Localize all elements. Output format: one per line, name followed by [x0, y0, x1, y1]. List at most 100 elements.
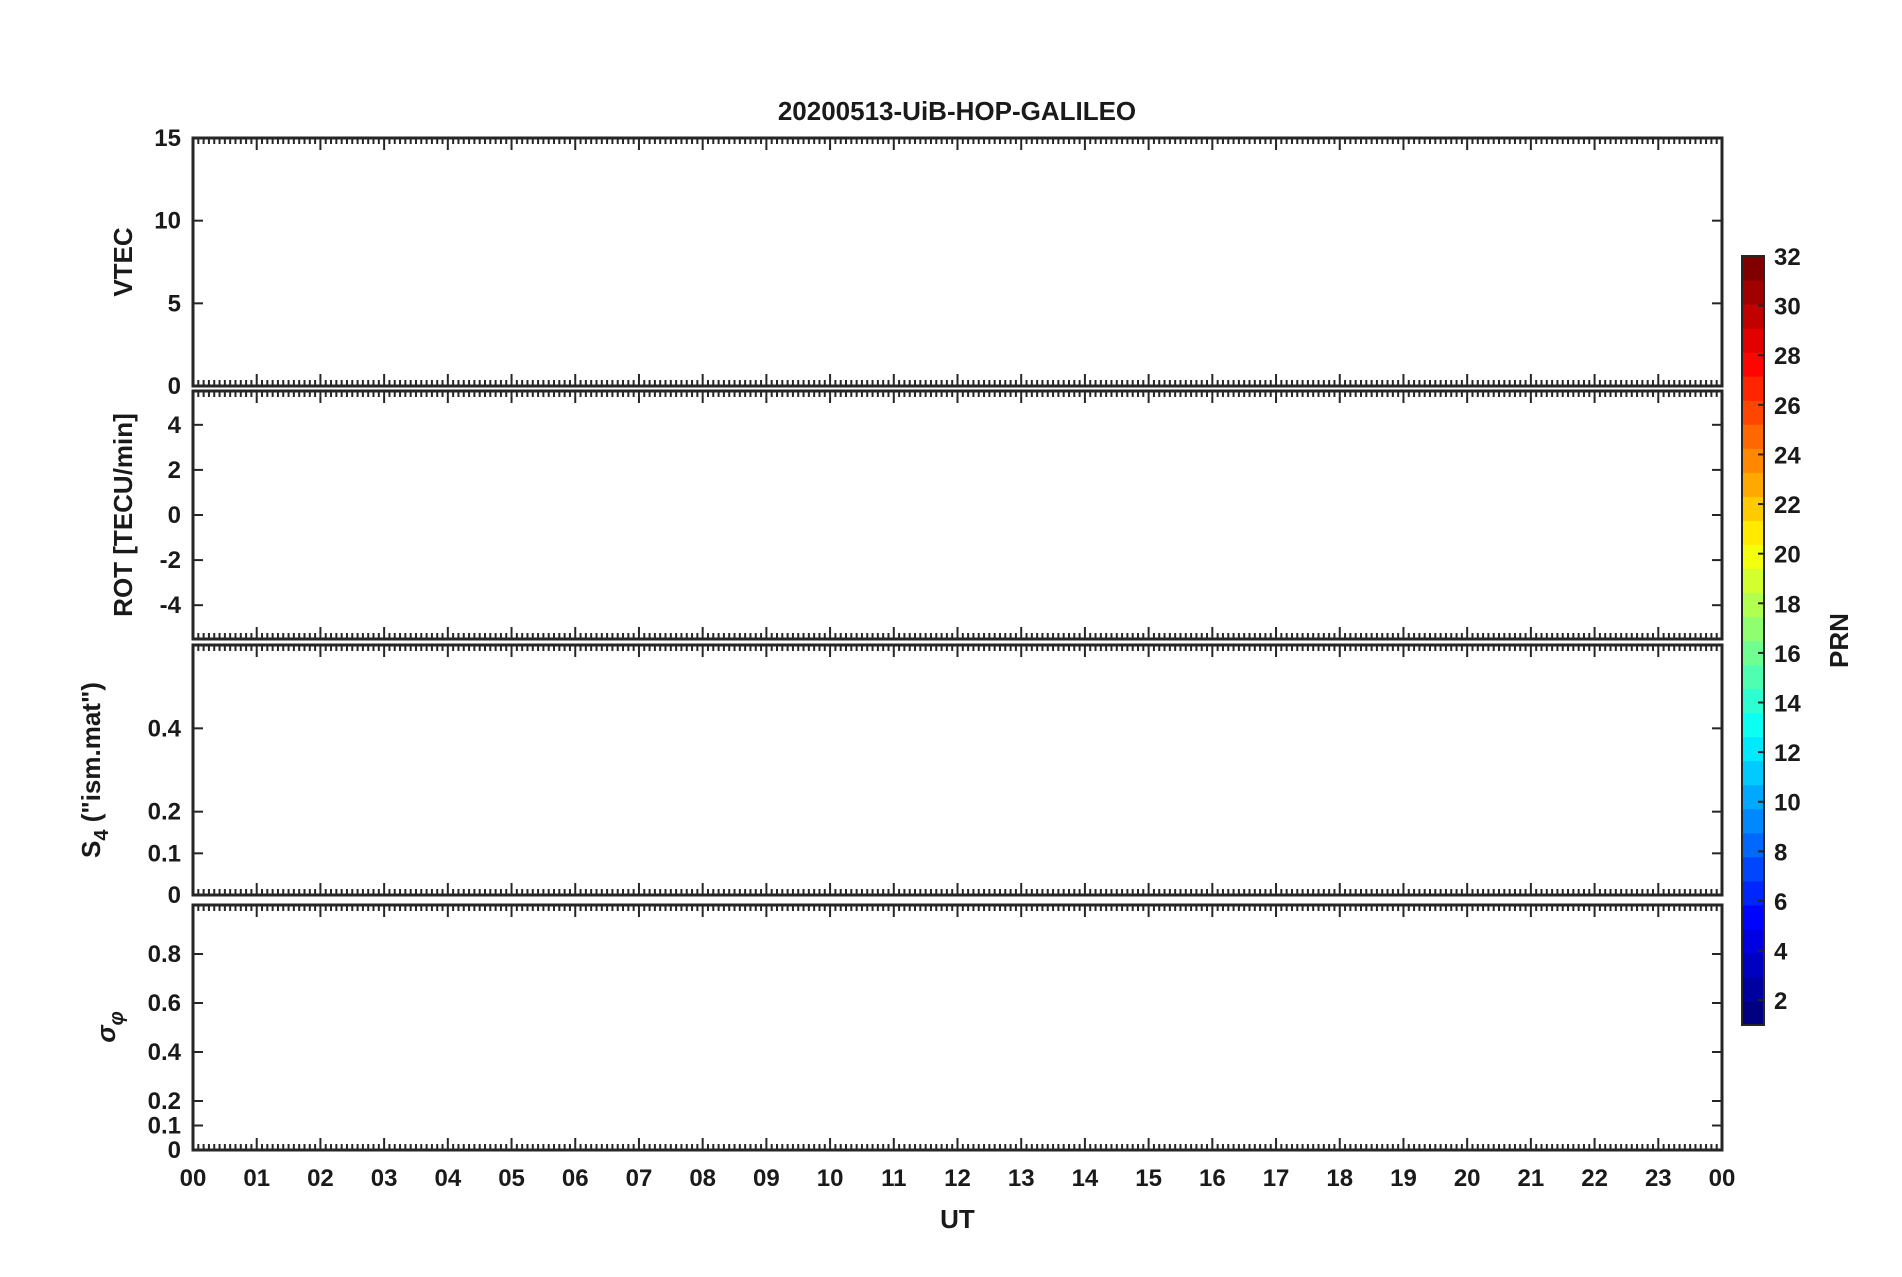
colorbar-tick-label: 22	[1774, 492, 1801, 519]
y-tick-label: -4	[160, 592, 182, 619]
y-tick-label: 0	[168, 1137, 181, 1164]
x-tick-label: 08	[689, 1165, 716, 1192]
colorbar-segment	[1742, 664, 1764, 690]
y-tick-label: 0	[168, 373, 181, 400]
colorbar-tick-label: 2	[1774, 988, 1787, 1015]
axes-frame	[191, 389, 1724, 641]
colorbar-tick-label: 26	[1774, 393, 1801, 420]
colorbar-tick-label: 10	[1774, 790, 1801, 817]
y-tick-label: 0.4	[148, 1039, 182, 1066]
colorbar-segment	[1742, 592, 1764, 618]
colorbar-segment	[1742, 640, 1764, 666]
colorbar-tick-label: 6	[1774, 889, 1787, 916]
x-tick-label: 00	[1709, 1165, 1736, 1192]
colorbar-segment	[1742, 928, 1764, 954]
colorbar-tick-label: 8	[1774, 839, 1787, 866]
colorbar-frame	[1741, 255, 1765, 1026]
y-tick-label: 0	[168, 882, 181, 909]
colorbar-segment	[1742, 448, 1764, 473]
y-axis-title: ROT [TECU/min]	[108, 413, 138, 617]
figure-title: 20200513-UiB-HOP-GALILEO	[778, 96, 1136, 126]
x-tick-label: 15	[1135, 1165, 1162, 1192]
colorbar-segment	[1742, 256, 1764, 281]
colorbar-segment	[1742, 760, 1764, 786]
colorbar-segment	[1742, 904, 1764, 930]
colorbar-segment	[1742, 712, 1764, 738]
colorbar-segment	[1742, 496, 1764, 521]
x-tick-label: 03	[371, 1165, 398, 1192]
colorbar-tick-label: 24	[1774, 442, 1801, 469]
x-tick-label: 18	[1326, 1165, 1353, 1192]
x-tick-label: 11	[881, 1165, 906, 1192]
colorbar-segment	[1742, 880, 1764, 906]
colorbar-tick-label: 28	[1774, 343, 1801, 370]
y-tick-label: 0.2	[148, 1088, 181, 1115]
y-tick-label: 0.1	[148, 840, 181, 867]
x-tick-label: 19	[1390, 1165, 1417, 1192]
x-tick-label: 22	[1581, 1165, 1608, 1192]
x-tick-label: 12	[944, 1165, 971, 1192]
y-tick-label: -2	[160, 547, 181, 574]
y-tick-label: 0.6	[148, 990, 181, 1017]
x-tick-label: 20	[1454, 1165, 1481, 1192]
x-tick-label: 04	[434, 1165, 461, 1192]
colorbar-tick-label: 32	[1774, 244, 1801, 271]
x-tick-label: 13	[1008, 1165, 1035, 1192]
y-tick-label: 0	[168, 502, 181, 529]
ylabel-part: S	[76, 841, 106, 858]
x-tick-label: 17	[1263, 1165, 1290, 1192]
y-tick-label: 4	[168, 412, 182, 439]
x-tick-label: 00	[180, 1165, 207, 1192]
x-tick-label: 21	[1518, 1165, 1545, 1192]
colorbar-segment	[1742, 304, 1764, 329]
y-tick-label: 15	[154, 125, 181, 152]
tick-marks	[192, 645, 1723, 896]
tick-marks	[192, 905, 1723, 1151]
y-axis-title: σφ	[91, 1011, 128, 1042]
colorbar-tick-label: 16	[1774, 641, 1801, 668]
colorbar-tick-label: 30	[1774, 294, 1801, 321]
colorbar-segment	[1742, 328, 1764, 353]
x-tick-label: 07	[626, 1165, 653, 1192]
colorbar-segment	[1742, 736, 1764, 762]
axes-frame	[191, 136, 1724, 388]
panel-s4: 0 0.1 0.2 0.4 S4 ("ism.mat")	[76, 643, 1724, 909]
ylabel-subscript: 4	[91, 829, 113, 841]
colorbar-segment	[1742, 832, 1764, 858]
x-tick-label: 01	[243, 1165, 270, 1192]
colorbar-segment	[1742, 688, 1764, 714]
y-axis-title: VTEC	[108, 227, 138, 297]
colorbar-tick-label: 4	[1774, 939, 1788, 966]
axes-frame	[191, 903, 1724, 1152]
colorbar-segment	[1742, 520, 1764, 545]
y-tick-label: 5	[168, 290, 181, 317]
y-tick-label: 0.1	[148, 1113, 181, 1140]
y-axis-title: S4 ("ism.mat")	[76, 682, 113, 858]
colorbar-segment	[1742, 616, 1764, 642]
panel-sigma_phi: 00.10.2 0.4 0.6 0.8 σφ 00 01 02 03 04 05 06 07 08 09 10…	[91, 903, 1736, 1234]
colorbar-segment	[1742, 352, 1764, 377]
x-tick-label: 23	[1645, 1165, 1672, 1192]
ylabel-subscript: φ	[106, 1011, 128, 1025]
colorbar-segment	[1742, 808, 1764, 834]
panel-vtec: 0 5 10 15 VTEC	[108, 125, 1724, 400]
x-tick-label: 05	[498, 1165, 525, 1192]
y-tick-label: 0.4	[148, 715, 182, 742]
colorbar-segment	[1742, 544, 1764, 570]
colorbar-segment	[1742, 280, 1764, 305]
x-tick-label: 14	[1072, 1165, 1099, 1192]
panel-rot: -4 -2 0 2 4 ROT [TECU/min]	[108, 389, 1724, 641]
colorbar-tick-label: 12	[1774, 740, 1801, 767]
colorbar-segment	[1742, 952, 1764, 978]
colorbar-segment	[1742, 376, 1764, 401]
y-tick-label: 10	[154, 208, 181, 235]
x-tick-label: 10	[817, 1165, 844, 1192]
y-tick-label: 0.2	[148, 799, 181, 826]
x-tick-label: 02	[307, 1165, 334, 1192]
tick-marks	[192, 137, 1723, 387]
axes-frame	[191, 643, 1724, 897]
